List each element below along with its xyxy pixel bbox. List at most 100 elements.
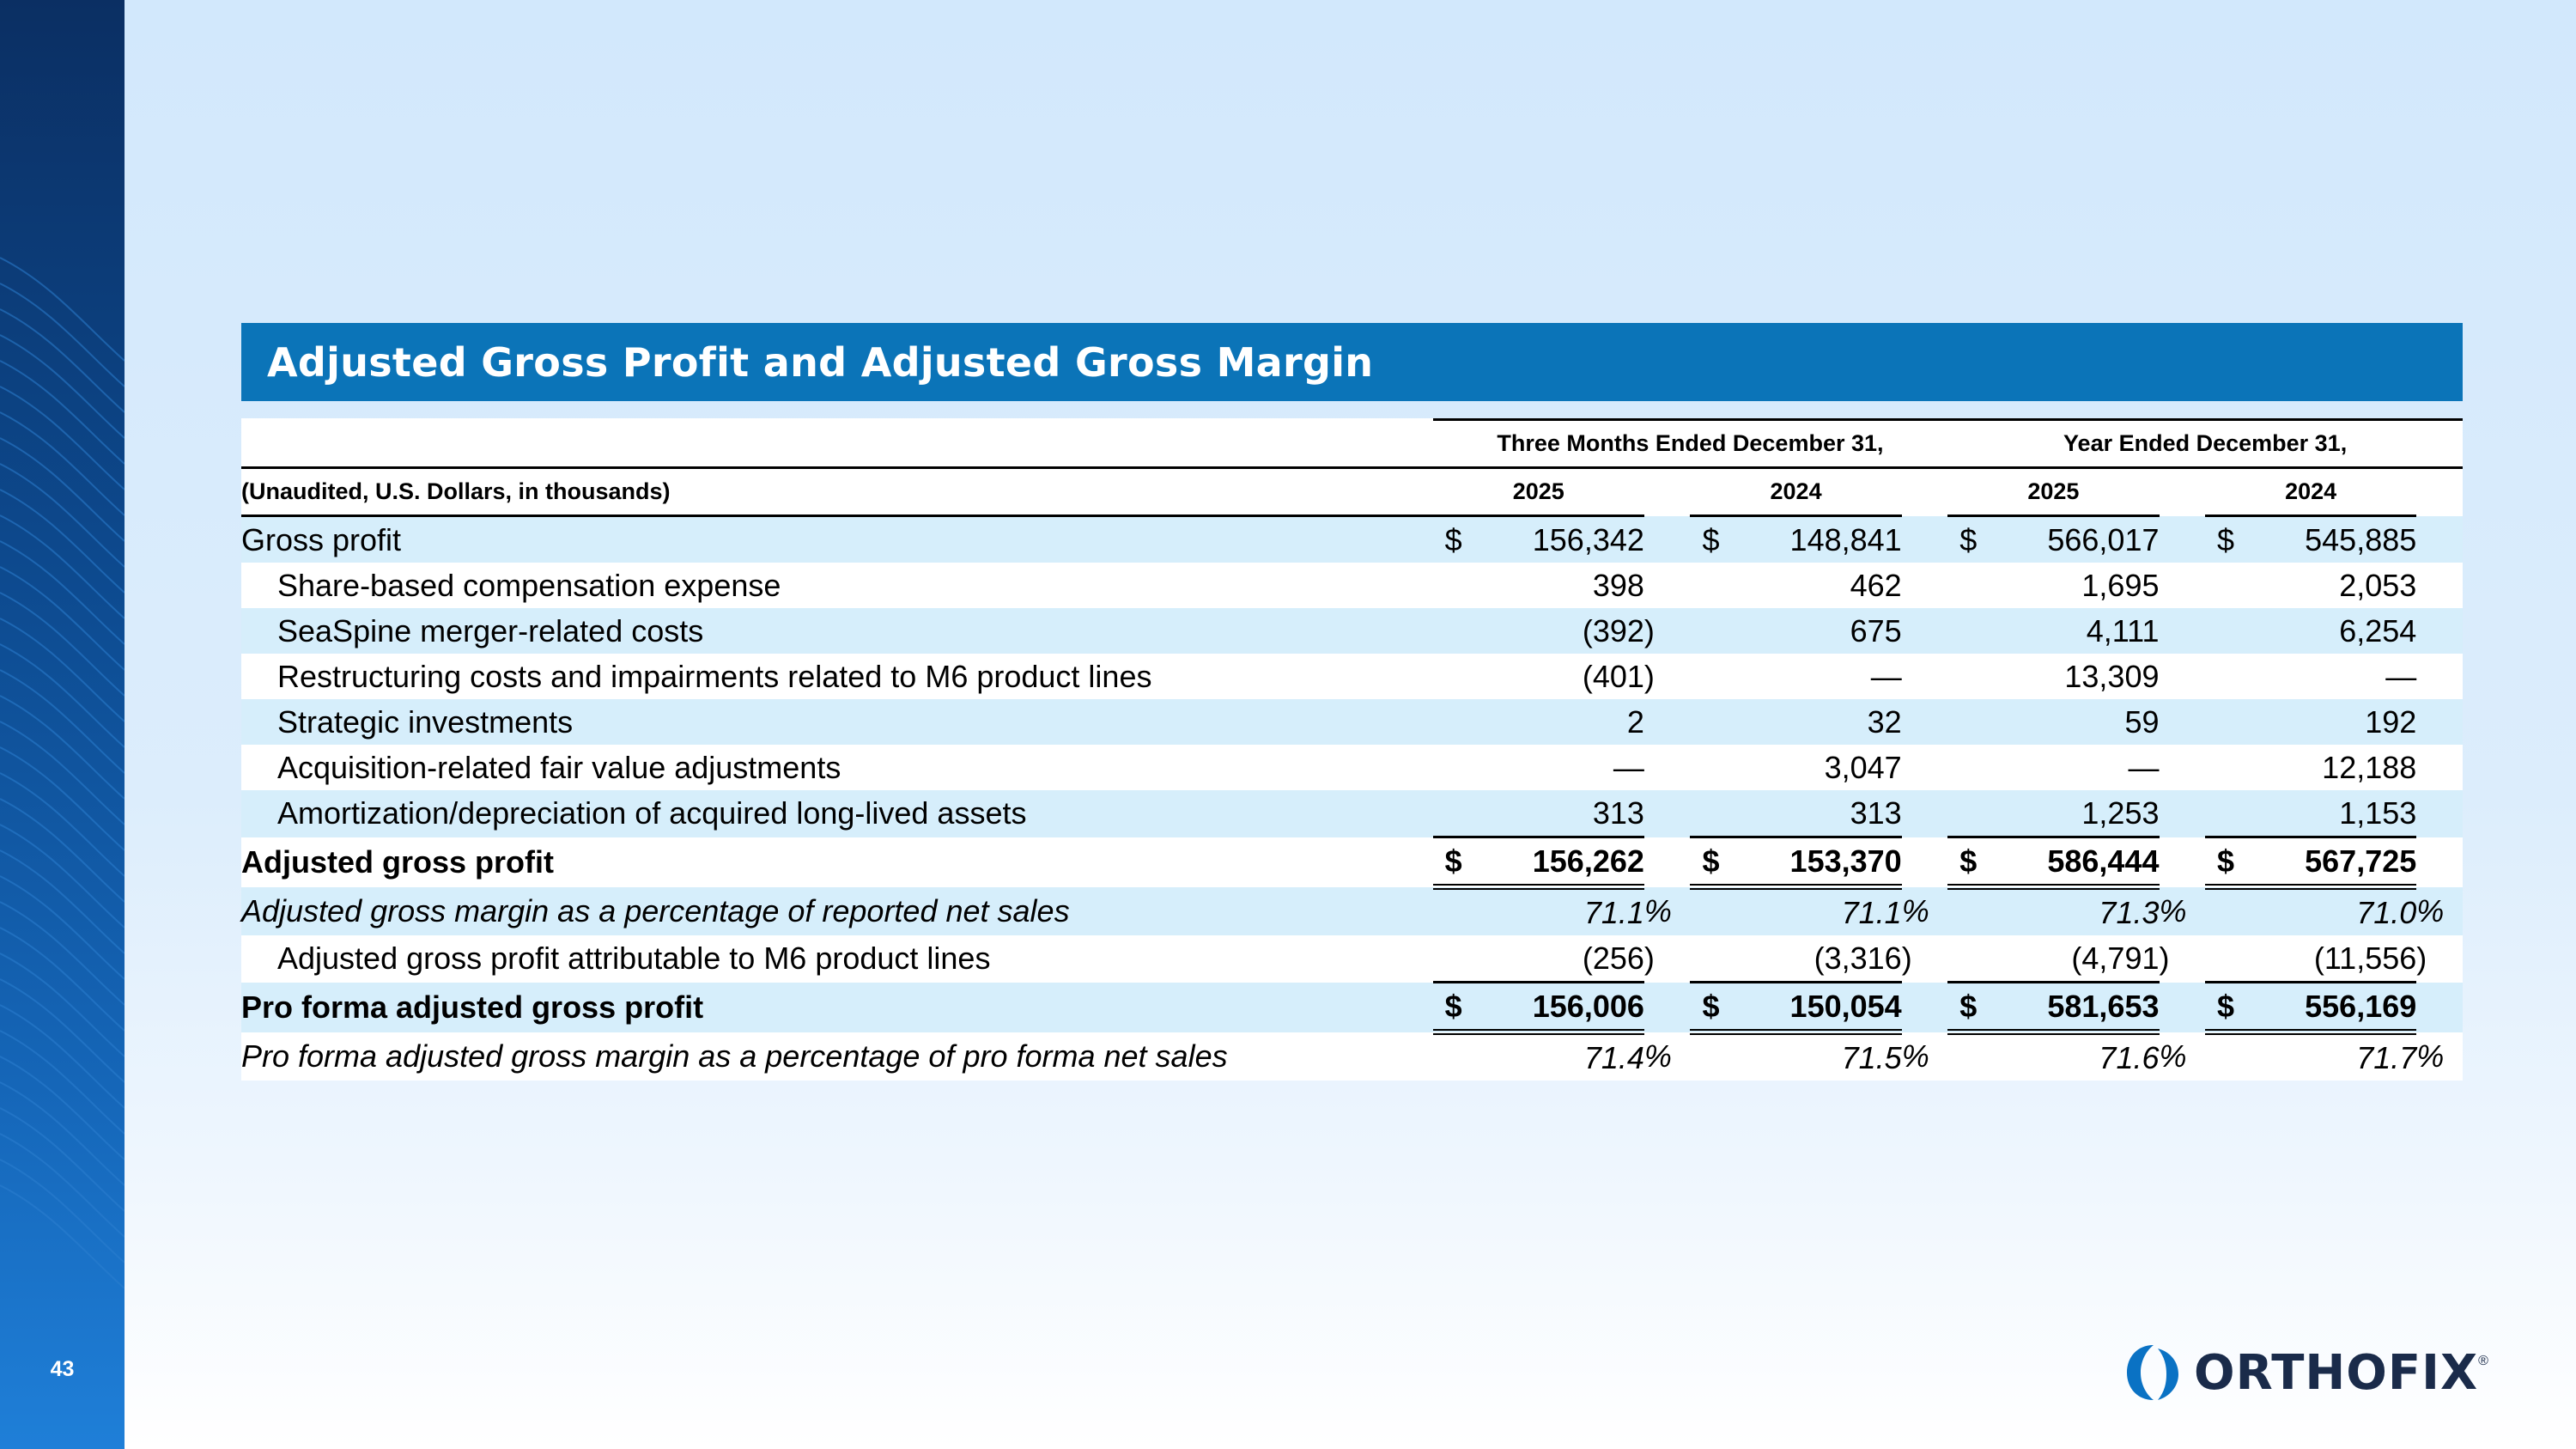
dollar-sign: $ bbox=[1690, 837, 1735, 890]
cell-value: 71.7 bbox=[2356, 1039, 2417, 1075]
cell-suffix bbox=[2160, 837, 2206, 887]
cell-suffix bbox=[1643, 790, 1691, 837]
cell-suffix bbox=[2416, 982, 2463, 1032]
cell-suffix bbox=[2159, 982, 2206, 1032]
table-row: Gross profit $156,342 $148,841 $566,017 $545… bbox=[241, 515, 2463, 563]
cell-suffix bbox=[1644, 745, 1691, 790]
cell-value: 156,342 bbox=[1477, 515, 1644, 563]
cell-value: 581,653 bbox=[1991, 982, 2160, 1035]
cell-suffix bbox=[2159, 515, 2206, 563]
dollar-sign bbox=[1433, 654, 1477, 699]
page-number: 43 bbox=[50, 1357, 75, 1381]
cell-value: 586,444 bbox=[1991, 837, 2160, 890]
cell-value: 148,841 bbox=[1734, 515, 1902, 563]
cell-value: (392 bbox=[1477, 608, 1644, 654]
cell-suffix bbox=[2159, 790, 2206, 837]
cell-value: 462 bbox=[1850, 567, 1902, 603]
cell-value: 556,169 bbox=[2249, 982, 2417, 1035]
cell-value: (3,316 bbox=[1734, 935, 1902, 983]
dollar-sign: $ bbox=[2205, 515, 2250, 563]
table-row: Restructuring costs and impairments rela… bbox=[241, 654, 2463, 699]
cell-value: — bbox=[1613, 749, 1644, 785]
table-row: Strategic investments 2 32 59 192 bbox=[241, 699, 2463, 745]
cell-value: — bbox=[2385, 658, 2417, 694]
col-year: 2024 bbox=[2205, 467, 2417, 517]
cell-value: 71.0 bbox=[2249, 886, 2417, 935]
dollar-sign bbox=[2205, 699, 2250, 745]
dollar-sign bbox=[1947, 745, 1991, 790]
dollar-sign: $ bbox=[2205, 837, 2250, 890]
dollar-sign bbox=[1433, 745, 1477, 790]
row-label: Adjusted gross profit bbox=[241, 843, 555, 880]
cell-value: 153,370 bbox=[1734, 837, 1902, 890]
dollar-sign: $ bbox=[1690, 515, 1735, 563]
dollar-sign bbox=[1947, 790, 1992, 838]
dollar-sign bbox=[1947, 654, 1991, 699]
cell-suffix: % bbox=[1901, 1038, 1929, 1074]
cell-suffix: ) bbox=[2416, 941, 2427, 977]
dollar-sign: $ bbox=[1432, 515, 1478, 563]
dollar-sign bbox=[2205, 886, 2250, 935]
dollar-sign bbox=[1690, 790, 1735, 838]
cell-suffix bbox=[1643, 515, 1691, 563]
cell-value: 71.1 bbox=[1477, 886, 1644, 935]
dollar-sign bbox=[2205, 654, 2249, 699]
year-header: Year Ended December 31, bbox=[1947, 418, 2463, 469]
cell-value: 32 bbox=[1734, 699, 1902, 745]
cell-suffix bbox=[1901, 608, 1948, 654]
dollar-sign bbox=[1690, 699, 1735, 745]
dollar-sign bbox=[1432, 790, 1478, 838]
cell-value: — bbox=[2128, 749, 2160, 785]
row-label: Gross profit bbox=[241, 515, 1433, 563]
registered-mark: ® bbox=[2478, 1354, 2488, 1368]
row-label: Strategic investments bbox=[241, 699, 1433, 745]
dollar-sign: $ bbox=[1947, 982, 1992, 1035]
cell-value: 192 bbox=[2249, 699, 2417, 745]
dollar-sign bbox=[2205, 608, 2250, 654]
dollar-sign bbox=[1433, 563, 1477, 608]
row-label: Restructuring costs and impairments rela… bbox=[277, 658, 1152, 694]
table-row: Pro forma adjusted gross profit $156,006 $… bbox=[241, 982, 2463, 1035]
cell-suffix bbox=[1902, 563, 1948, 608]
cell-suffix bbox=[1644, 837, 1691, 887]
cell-suffix bbox=[1902, 654, 1948, 699]
slide-title: Adjusted Gross Profit and Adjusted Gross… bbox=[267, 338, 1374, 386]
row-label: Acquisition-related fair value adjustmen… bbox=[277, 749, 841, 785]
table-row: Pro forma adjusted gross margin as a per… bbox=[241, 1032, 2463, 1081]
cell-value: (4,791 bbox=[1991, 935, 2160, 983]
cell-value: 59 bbox=[1991, 699, 2160, 745]
cell-suffix: % bbox=[1643, 1038, 1672, 1074]
row-label: SeaSpine merger-related costs bbox=[241, 608, 1433, 654]
dollar-sign bbox=[1690, 886, 1735, 935]
col-year: 2025 bbox=[1432, 467, 1644, 517]
cell-suffix: % bbox=[2416, 886, 2463, 935]
cell-suffix bbox=[1901, 790, 1948, 837]
dollar-sign bbox=[1690, 563, 1734, 608]
group-header-row: Three Months Ended December 31, Year End… bbox=[241, 418, 2463, 469]
year-header-row: (Unaudited, U.S. Dollars, in thousands) … bbox=[241, 467, 2463, 517]
cell-suffix bbox=[2416, 745, 2463, 790]
cell-suffix: % bbox=[2416, 1038, 2445, 1074]
cell-suffix: ) bbox=[2159, 941, 2170, 977]
cell-suffix bbox=[2160, 745, 2206, 790]
cell-value: 2 bbox=[1477, 699, 1644, 745]
cell-suffix: ) bbox=[1643, 658, 1655, 694]
cell-suffix: ) bbox=[1643, 941, 1655, 977]
cell-value: 71.5 bbox=[1841, 1039, 1902, 1075]
cell-suffix: ) bbox=[1643, 608, 1691, 654]
orthofix-mark-icon bbox=[2127, 1345, 2178, 1400]
cell-suffix bbox=[1902, 745, 1948, 790]
cell-value: 150,054 bbox=[1734, 982, 1902, 1035]
dollar-sign: $ bbox=[1947, 515, 1992, 563]
cell-value: 156,262 bbox=[1477, 837, 1644, 890]
cell-suffix bbox=[1643, 699, 1691, 745]
orthofix-logo: ORTHOFIX ® bbox=[2123, 1342, 2518, 1403]
cell-suffix bbox=[2159, 608, 2206, 654]
cell-suffix bbox=[2416, 515, 2463, 563]
cell-value: 313 bbox=[1477, 790, 1644, 838]
cell-suffix: % bbox=[2159, 886, 2206, 935]
row-label: Share-based compensation expense bbox=[277, 567, 781, 603]
cell-value: (401 bbox=[1582, 658, 1644, 694]
cell-suffix bbox=[1901, 515, 1948, 563]
cell-value: 71.3 bbox=[1991, 886, 2160, 935]
